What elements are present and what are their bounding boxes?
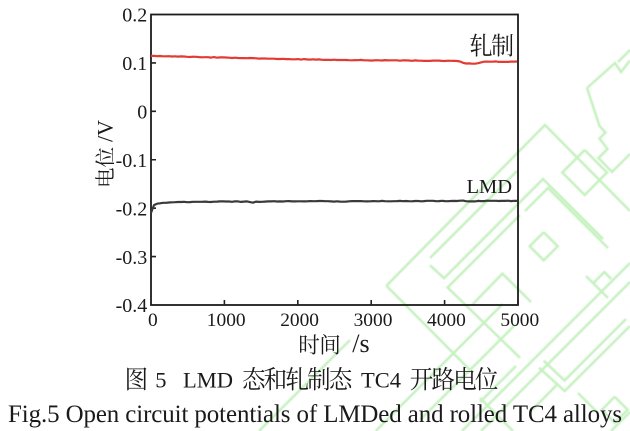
svg-text:3000: 3000 — [354, 310, 393, 331]
svg-text:5000: 5000 — [500, 310, 539, 331]
svg-text:/s: /s — [352, 329, 369, 358]
svg-text:5: 5 — [155, 368, 166, 393]
svg-text:2000: 2000 — [280, 310, 319, 331]
svg-text:/V: /V — [93, 120, 118, 142]
svg-text:Fig.5 Open circuit potentials: Fig.5 Open circuit potentials of LMDed a… — [8, 401, 622, 428]
svg-text:4000: 4000 — [427, 310, 466, 331]
svg-text:-0.1: -0.1 — [116, 150, 148, 172]
svg-text:0: 0 — [148, 310, 158, 331]
svg-text:TC4: TC4 — [361, 368, 401, 393]
svg-text:LMD: LMD — [467, 176, 513, 198]
svg-text:LMD: LMD — [183, 368, 233, 393]
svg-text:1000: 1000 — [207, 310, 246, 331]
svg-text:0.1: 0.1 — [122, 53, 147, 75]
svg-text:-0.2: -0.2 — [116, 198, 148, 220]
svg-text:-0.4: -0.4 — [116, 295, 148, 317]
svg-text:0: 0 — [137, 102, 147, 124]
svg-text:-0.3: -0.3 — [116, 247, 148, 269]
svg-text:0.2: 0.2 — [122, 5, 147, 27]
